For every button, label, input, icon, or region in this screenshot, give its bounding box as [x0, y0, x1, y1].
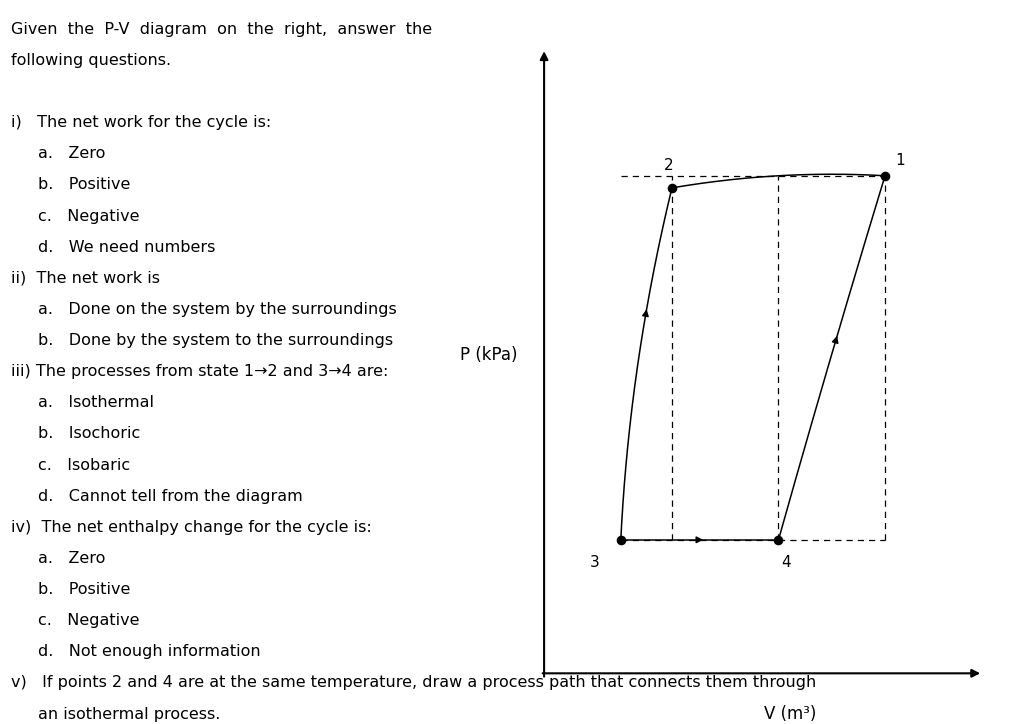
Text: b.   Done by the system to the surroundings: b. Done by the system to the surrounding…: [38, 333, 394, 348]
Text: d.   We need numbers: d. We need numbers: [38, 240, 216, 255]
Text: b.   Positive: b. Positive: [38, 177, 130, 193]
Text: a.   Done on the system by the surroundings: a. Done on the system by the surrounding…: [38, 302, 397, 317]
Text: iii) The processes from state 1→2 and 3→4 are:: iii) The processes from state 1→2 and 3→…: [11, 364, 388, 379]
Text: following questions.: following questions.: [11, 53, 171, 68]
Text: 1: 1: [896, 153, 905, 168]
Text: 4: 4: [782, 555, 791, 570]
Point: [877, 170, 893, 182]
Text: d.   Not enough information: d. Not enough information: [38, 644, 260, 660]
Text: V (m³): V (m³): [764, 705, 817, 723]
Point: [664, 182, 680, 194]
Text: v)   If points 2 and 4 are at the same temperature, draw a process path that con: v) If points 2 and 4 are at the same tem…: [11, 675, 816, 691]
Text: iv)  The net enthalpy change for the cycle is:: iv) The net enthalpy change for the cycl…: [11, 520, 371, 535]
Text: a.   Isothermal: a. Isothermal: [38, 395, 155, 411]
Text: b.   Positive: b. Positive: [38, 582, 130, 597]
Text: c.   Negative: c. Negative: [38, 613, 139, 628]
Text: P (kPa): P (kPa): [460, 346, 518, 363]
Point: [770, 534, 786, 546]
Text: ii)  The net work is: ii) The net work is: [11, 271, 160, 286]
Text: an isothermal process.: an isothermal process.: [38, 707, 221, 722]
Text: d.   Cannot tell from the diagram: d. Cannot tell from the diagram: [38, 489, 303, 504]
Point: [612, 534, 629, 546]
Text: Given  the  P-V  diagram  on  the  right,  answer  the: Given the P-V diagram on the right, answ…: [11, 22, 432, 37]
Text: 2: 2: [664, 158, 673, 173]
Text: c.   Negative: c. Negative: [38, 209, 139, 224]
Text: c.   Isobaric: c. Isobaric: [38, 458, 130, 473]
Text: b.   Isochoric: b. Isochoric: [38, 426, 140, 442]
Text: a.   Zero: a. Zero: [38, 146, 106, 161]
Text: i)   The net work for the cycle is:: i) The net work for the cycle is:: [11, 115, 272, 130]
Text: a.   Zero: a. Zero: [38, 551, 106, 566]
Text: 3: 3: [590, 555, 599, 570]
